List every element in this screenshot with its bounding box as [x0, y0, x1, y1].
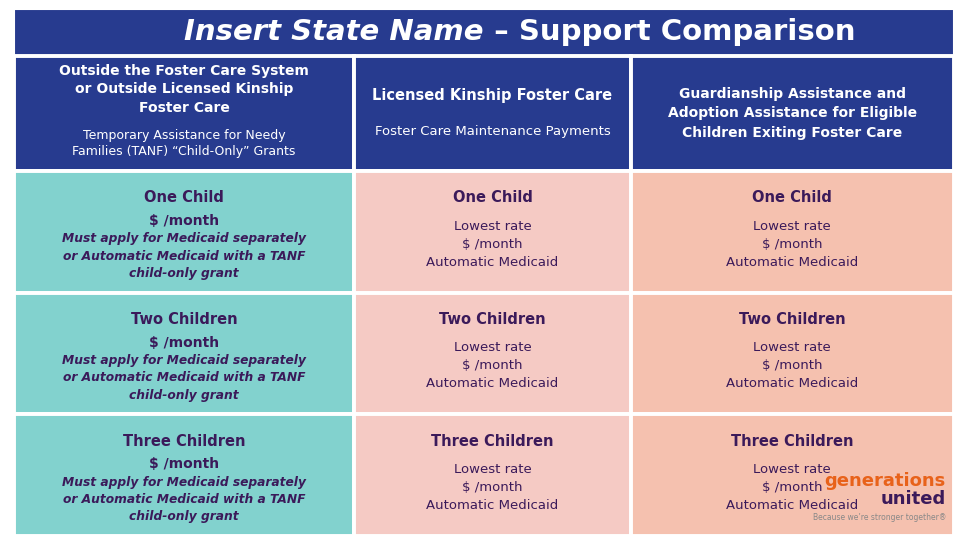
Bar — [354, 293, 630, 414]
Bar — [354, 171, 630, 293]
Bar — [630, 414, 954, 536]
Text: Must apply for Medicaid separately
or Automatic Medicaid with a TANF
child-only : Must apply for Medicaid separately or Au… — [62, 476, 306, 523]
Text: One Child: One Child — [144, 190, 224, 205]
Text: $ /month: $ /month — [149, 214, 219, 228]
Text: Lowest rate
$ /month
Automatic Medicaid: Lowest rate $ /month Automatic Medicaid — [426, 220, 559, 269]
Text: Lowest rate
$ /month
Automatic Medicaid: Lowest rate $ /month Automatic Medicaid — [726, 341, 859, 390]
Text: Two Children: Two Children — [439, 312, 546, 327]
Bar — [630, 171, 954, 293]
Text: Lowest rate
$ /month
Automatic Medicaid: Lowest rate $ /month Automatic Medicaid — [726, 220, 859, 269]
Text: Outside the Foster Care System
or Outside Licensed Kinship
Foster Care: Outside the Foster Care System or Outsid… — [59, 64, 309, 116]
Text: Guardianship Assistance and
Adoption Assistance for Eligible
Children Exiting Fo: Guardianship Assistance and Adoption Ass… — [668, 87, 917, 140]
Text: Insert State Name: Insert State Name — [185, 19, 484, 46]
Text: Lowest rate
$ /month
Automatic Medicaid: Lowest rate $ /month Automatic Medicaid — [426, 463, 559, 512]
Text: Because we’re stronger together®: Because we’re stronger together® — [812, 513, 946, 522]
Bar — [630, 293, 954, 414]
Text: $ /month: $ /month — [149, 457, 219, 471]
Bar — [14, 414, 354, 536]
Text: One Child: One Child — [452, 190, 532, 205]
Text: Must apply for Medicaid separately
or Automatic Medicaid with a TANF
child-only : Must apply for Medicaid separately or Au… — [62, 233, 306, 280]
Text: Temporary Assistance for Needy
Families (TANF) “Child-Only” Grants: Temporary Assistance for Needy Families … — [73, 129, 296, 159]
Text: – Support Comparison: – Support Comparison — [484, 19, 856, 46]
Text: $ /month: $ /month — [149, 336, 219, 349]
Text: Must apply for Medicaid separately
or Automatic Medicaid with a TANF
child-only : Must apply for Medicaid separately or Au… — [62, 354, 306, 402]
Text: Lowest rate
$ /month
Automatic Medicaid: Lowest rate $ /month Automatic Medicaid — [426, 341, 559, 390]
Bar — [630, 56, 954, 171]
Text: Two Children: Two Children — [739, 312, 846, 327]
Text: Three Children: Three Children — [731, 434, 854, 449]
Text: Three Children: Three Children — [123, 434, 246, 449]
Text: Three Children: Three Children — [431, 434, 554, 449]
Text: Foster Care Maintenance Payments: Foster Care Maintenance Payments — [375, 125, 611, 138]
Bar — [354, 56, 630, 171]
Text: Two Children: Two Children — [131, 312, 237, 327]
Bar — [14, 171, 354, 293]
Text: One Child: One Child — [752, 190, 832, 205]
Bar — [354, 414, 630, 536]
Text: Lowest rate
$ /month
Automatic Medicaid: Lowest rate $ /month Automatic Medicaid — [726, 463, 859, 512]
Bar — [14, 56, 354, 171]
Bar — [14, 9, 954, 56]
Text: united: united — [881, 490, 946, 508]
Text: generations: generations — [825, 472, 946, 490]
Text: Licensed Kinship Foster Care: Licensed Kinship Foster Care — [373, 88, 613, 103]
Bar — [14, 293, 354, 414]
